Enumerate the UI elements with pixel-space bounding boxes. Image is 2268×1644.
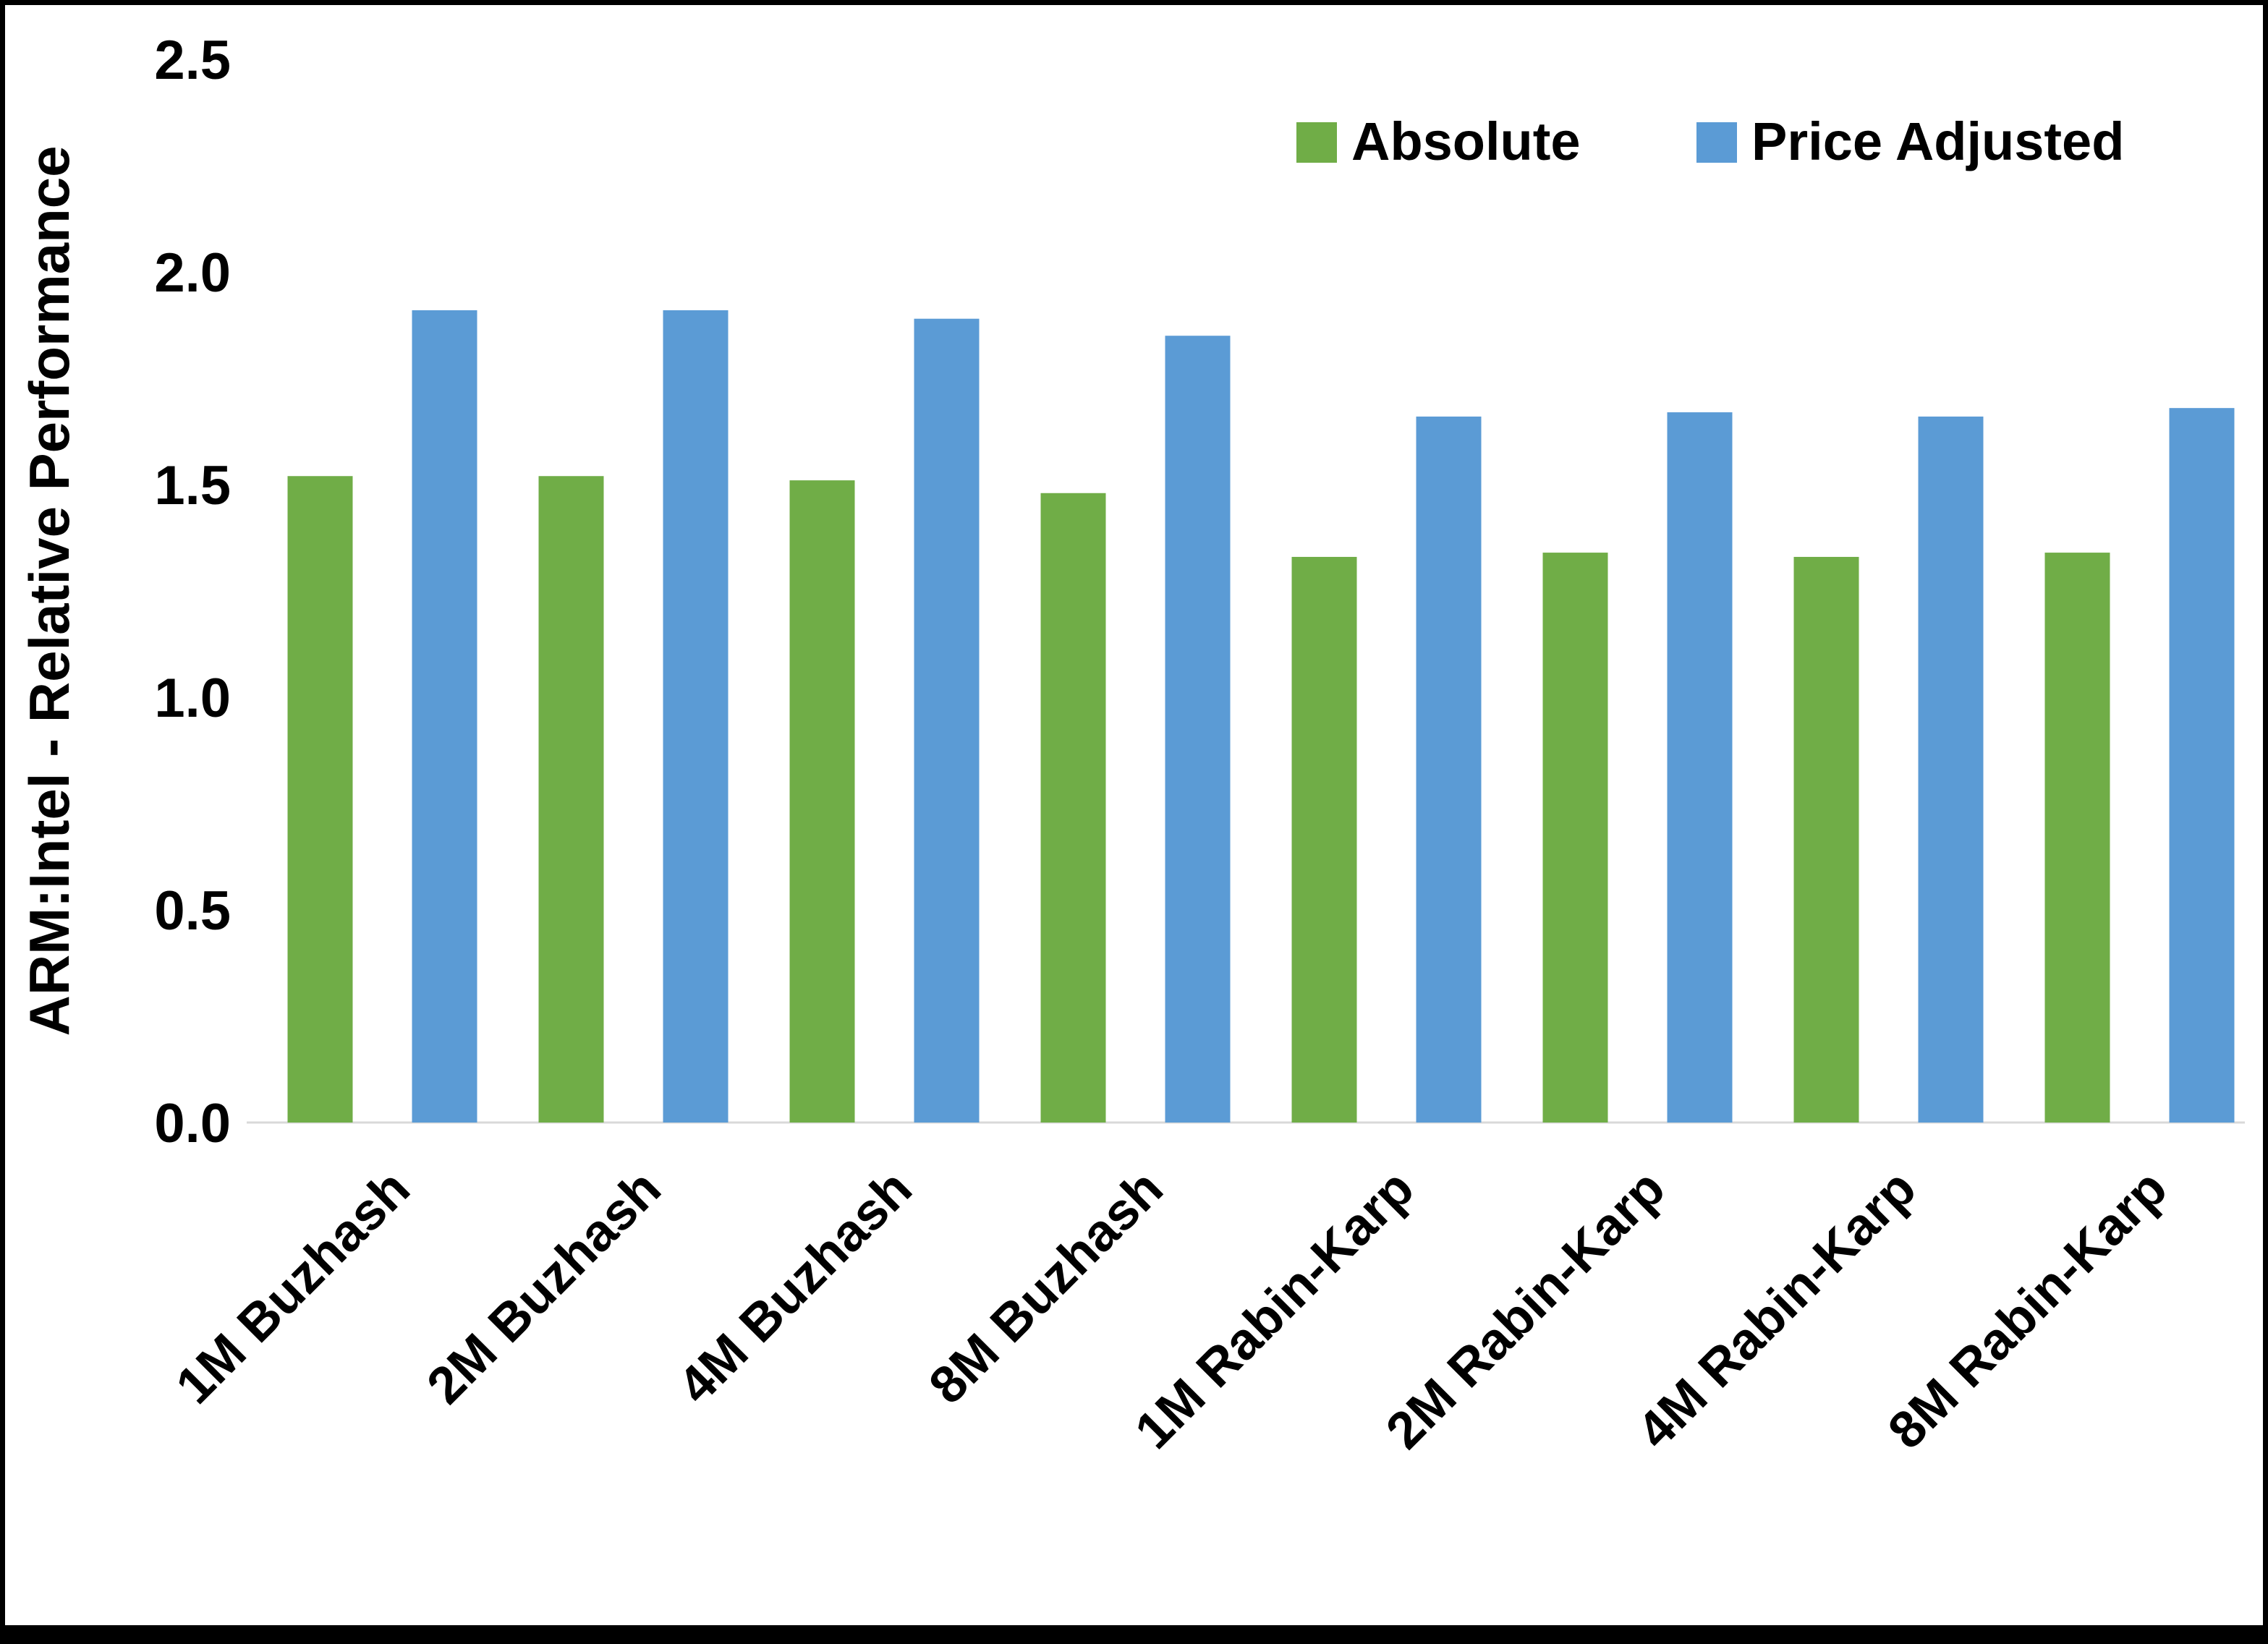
bar-absolute-2m-rabin-karp: [1542, 553, 1608, 1123]
y-tick-label: 0.5: [154, 880, 231, 942]
y-tick-label: 2.5: [154, 30, 231, 91]
bar-price-adjusted-1m-buzhash: [412, 310, 477, 1123]
legend-swatch-price-adjusted: [1696, 122, 1737, 163]
bar-absolute-8m-buzhash: [1040, 493, 1106, 1123]
y-tick-label: 1.5: [154, 455, 231, 516]
bar-absolute-4m-buzhash: [789, 480, 855, 1123]
x-category-label-4m-buzhash: 4M Buzhash: [667, 1159, 923, 1415]
x-category-label-1m-buzhash: 1M Buzhash: [165, 1159, 421, 1415]
bar-price-adjusted-4m-rabin-karp: [1918, 416, 1984, 1123]
bar-absolute-1m-rabin-karp: [1291, 556, 1357, 1123]
legend-label-absolute: Absolute: [1351, 111, 1581, 171]
bar-price-adjusted-4m-buzhash: [914, 318, 980, 1123]
bar-absolute-1m-buzhash: [287, 476, 353, 1123]
legend-swatch-absolute: [1296, 122, 1337, 163]
bar-absolute-8m-rabin-karp: [2044, 553, 2110, 1123]
y-tick-label: 1.0: [154, 668, 231, 729]
bar-price-adjusted-8m-rabin-karp: [2169, 408, 2235, 1123]
y-tick-label: 2.0: [154, 242, 231, 304]
bar-price-adjusted-2m-buzhash: [663, 310, 729, 1123]
legend-label-price-adjusted: Price Adjusted: [1751, 111, 2124, 171]
bar-absolute-2m-buzhash: [538, 476, 604, 1123]
y-axis-title: ARM:Intel - Relative Performance: [17, 146, 81, 1036]
x-category-label-2m-buzhash: 2M Buzhash: [416, 1159, 672, 1415]
bar-price-adjusted-8m-buzhash: [1165, 336, 1231, 1123]
bar-price-adjusted-1m-rabin-karp: [1416, 416, 1482, 1123]
bar-absolute-4m-rabin-karp: [1793, 556, 1859, 1123]
y-tick-label: 0.0: [154, 1093, 231, 1154]
bar-price-adjusted-2m-rabin-karp: [1667, 412, 1733, 1123]
x-category-label-8m-buzhash: 8M Buzhash: [918, 1159, 1174, 1415]
bar-chart: 0.0 0.5 1.0 1.5 2.0 2.5 ARM:Intel - Relative P…: [17, 30, 2245, 1460]
